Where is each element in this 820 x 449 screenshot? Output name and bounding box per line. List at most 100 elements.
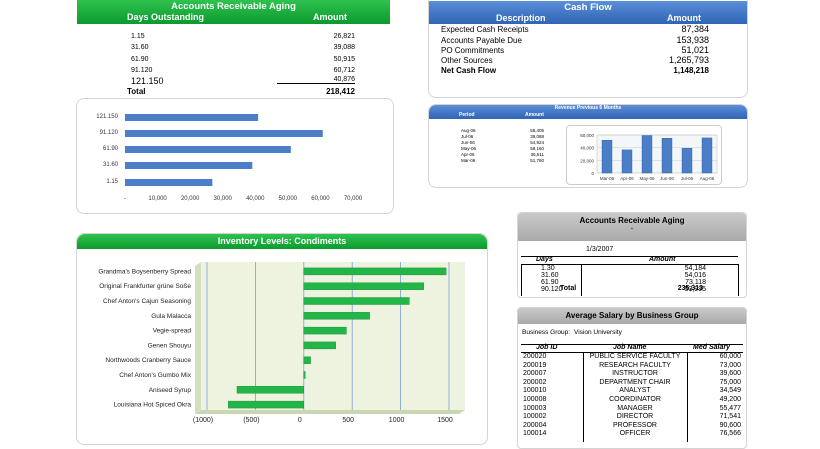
cash-flow-net-label: Net Cash Flow — [441, 66, 497, 75]
rev-chart-bar — [701, 137, 713, 174]
inventory-tick-label: 500 — [342, 417, 354, 424]
revenue-amount: 51,760 — [530, 158, 544, 163]
revenue-period: Jun-06 — [461, 140, 475, 145]
ar-side-table: Days Amount 1.30 54,184 31.60 54,016 61.90 73… — [521, 256, 743, 296]
ar-aging-total-line — [277, 83, 355, 84]
salary-job-name: RESEARCH FACULTY — [599, 361, 671, 369]
inventory-header: Inventory Levels: Condiments — [77, 234, 487, 249]
ar-aging-amount: 26,821 — [333, 33, 355, 40]
ar-aging-amount: 60,712 — [333, 67, 355, 74]
cash-flow-net-value: 1,148,218 — [673, 66, 709, 75]
revenue-card: Revenue Previous 6 Months Period Amount … — [428, 104, 748, 188]
ar-aging-side-card: Accounts Receivable Aging . 1/3/2007 Day… — [517, 212, 747, 298]
salary-job-id: 100014 — [523, 430, 547, 438]
inventory-category-label: Northwoods Cranberry Sauce — [105, 357, 191, 364]
inventory-bar — [228, 400, 305, 409]
ar-chart-bar — [125, 179, 213, 186]
ar-chart-tick-label: 40,000 — [246, 196, 265, 202]
revenue-col-amount: Amount — [525, 112, 544, 118]
rev-chart-bar — [641, 135, 653, 174]
inventory-category-label: Chef Anton's Cajun Seasoning — [103, 298, 191, 305]
cash-flow-desc: PO Commitments — [441, 46, 505, 55]
inventory-category-label: Aniseed Syrup — [149, 387, 192, 394]
inventory-bar — [303, 297, 410, 305]
ar-side-total-label: Total — [560, 285, 577, 292]
rev-chart-tick-label: 0 — [591, 171, 594, 176]
inventory-category-label: Louisiana Hot Spiced Okra — [114, 402, 192, 409]
inventory-tick-label: (500) — [243, 417, 259, 424]
ar-chart-bar — [125, 130, 323, 137]
ar-chart-tick-label: 50,000 — [279, 196, 298, 202]
salary-med-salary: 39,600 — [719, 370, 741, 378]
cash-flow-amount: 1,265,793 — [668, 55, 709, 65]
ar-aging-total-label: Total — [127, 87, 146, 96]
salary-job-id: 100002 — [523, 413, 547, 421]
salary-job-name: INSTRUCTOR — [612, 370, 658, 378]
rev-chart-tick-label: 40,000 — [580, 146, 594, 151]
inventory-category-label: Vegie-spread — [153, 328, 192, 335]
salary-job-id: 100003 — [523, 404, 547, 412]
salary-job-id: 200002 — [523, 378, 547, 386]
salary-job-name: COORDINATOR — [609, 396, 661, 403]
salary-job-name: MANAGER — [617, 404, 653, 412]
ar-chart-bar — [125, 146, 291, 153]
salary-col-job-id: Job ID — [536, 344, 558, 351]
cash-flow-desc: Other Sources — [441, 56, 493, 65]
revenue-title: Revenue Previous 6 Months — [554, 105, 622, 111]
salary-col-med-salary: Med Salary — [693, 344, 730, 351]
ar-chart-tick-label: 20,000 — [181, 196, 200, 202]
salary-job-name: ANALYST — [619, 387, 651, 395]
inventory-category-label: Gula Malacca — [151, 313, 191, 320]
ar-side-col-days: Days — [536, 256, 553, 263]
rev-chart-category-label: May-06 — [639, 176, 655, 181]
salary-group-label: Business Group: — [522, 329, 571, 336]
rev-chart-category-label: Apr-06 — [620, 176, 634, 181]
rev-chart-tick-label: 20,000 — [580, 158, 594, 163]
ar-chart-bar — [125, 114, 259, 121]
ar-side-days: 90.120 — [541, 286, 563, 293]
inventory-bar — [236, 386, 304, 394]
inventory-category-label: Genen Shouyu — [148, 342, 192, 349]
cash-flow-desc: Expected Cash Receipts — [441, 25, 529, 34]
ar-chart-category-label: 1.15 — [106, 179, 118, 185]
revenue-bar-chart: 60,000 40,000 20,000 0 Mar-06 Apr-06 May-06 Jun… — [580, 133, 718, 181]
inventory-tick-label: 0 — [298, 417, 302, 424]
ar-aging-days: 91.120 — [131, 67, 153, 74]
salary-title: Average Salary by Business Group — [565, 311, 699, 320]
ar-side-col-amount: Amount — [649, 256, 676, 263]
rev-chart-bar — [601, 140, 613, 174]
revenue-period: May-06 — [461, 146, 477, 151]
ar-side-header: Accounts Receivable Aging . — [518, 213, 746, 241]
inventory-bar — [303, 312, 370, 320]
inventory-bar — [303, 356, 311, 364]
revenue-chart-frame: 60,000 40,000 20,000 0 Mar-06 Apr-06 May-06 Jun… — [566, 125, 722, 185]
salary-job-name: PROFESSOR — [613, 421, 657, 429]
inventory-bar-chart: (1000) (500) 0 500 1000 1500 Grandma's Boysenb… — [98, 262, 465, 424]
rev-chart-bar — [621, 149, 633, 174]
cash-flow-col-amount: Amount — [667, 13, 701, 23]
ar-side-date: 1/3/2007 — [586, 246, 614, 253]
inventory-tick-label: 1000 — [389, 417, 405, 424]
rev-chart-bar — [661, 138, 673, 174]
revenue-period: Apr-06 — [461, 152, 475, 157]
ar-aging-title: Accounts Receivable Aging — [171, 1, 296, 12]
ar-aging-col-amount: Amount — [313, 12, 347, 22]
salary-col-job-name: Job Name — [613, 344, 647, 351]
ar-chart-tick-label: - — [124, 196, 126, 202]
revenue-amount: 39,088 — [530, 134, 544, 139]
inventory-bar — [303, 371, 306, 379]
ar-side-amount: 54,184 — [684, 265, 706, 272]
revenue-header: Revenue Previous 6 Months Period Amount — [429, 105, 747, 119]
inventory-title: Inventory Levels: Condiments — [217, 236, 347, 246]
ar-side-amount: 73,118 — [685, 279, 706, 286]
salary-job-name: DIRECTOR — [616, 413, 654, 421]
ar-chart-tick-label: 60,000 — [311, 196, 330, 202]
ar-aging-days: 61.90 — [131, 56, 149, 63]
salary-med-salary: 55,477 — [719, 404, 741, 412]
inventory-bar — [303, 341, 336, 350]
cash-flow-card: Cash Flow Description Amount Expected Ca… — [428, 0, 748, 98]
salary-med-salary: 75,000 — [719, 378, 741, 386]
ar-chart-tick-label: 70,000 — [344, 196, 363, 202]
ar-aging-amount: 40,876 — [333, 76, 355, 83]
ar-aging-total-value: 218,412 — [326, 87, 355, 96]
